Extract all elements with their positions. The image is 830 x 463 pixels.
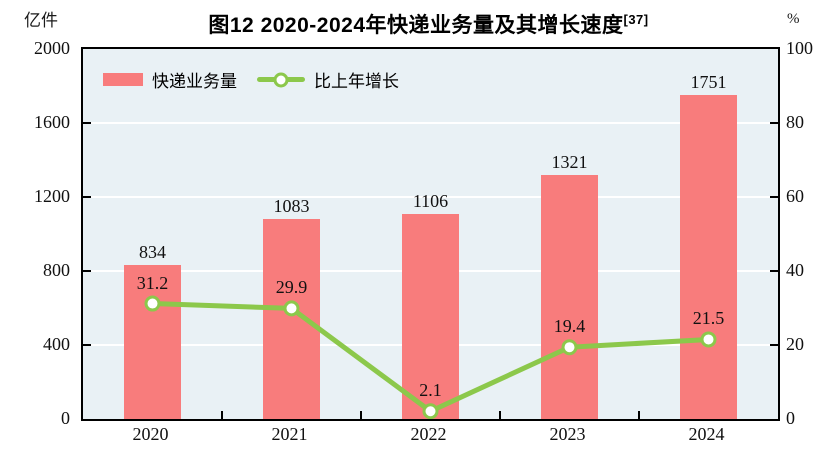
y-axis-right-tick-label: 0	[786, 408, 795, 428]
x-axis-category-label: 2023	[549, 424, 586, 444]
x-axis-category-label: 2021	[271, 424, 308, 444]
y-axis-right-tick-label: 20	[786, 334, 804, 354]
line-value-label: 19.4	[553, 316, 586, 337]
y-axis-left-tick-label: 1200	[34, 186, 70, 206]
legend-line-marker-icon	[273, 72, 289, 87]
x-axis-tick	[499, 411, 501, 419]
bar-value-label: 1321	[551, 151, 588, 172]
bar-value-label: 1106	[412, 191, 449, 212]
chart-title: 图12 2020-2024年快递业务量及其增长速度[37]	[81, 6, 776, 39]
line-value-label: 21.5	[692, 308, 725, 329]
y-axis-right-tick-label: 40	[786, 260, 804, 280]
x-axis-category-label: 2022	[410, 424, 447, 444]
legend-bar-label: 快递业务量	[152, 72, 237, 91]
y-axis-right-tick-label: 60	[786, 186, 804, 206]
left-axis-tick	[83, 196, 91, 198]
x-axis-category-label: 2024	[688, 424, 725, 444]
y-axis-left-tick-label: 800	[43, 260, 70, 280]
x-axis-category-label: 2020	[132, 424, 169, 444]
left-axis-tick	[83, 270, 91, 272]
left-axis-unit-label: 亿件	[24, 11, 58, 30]
legend: 快递业务量 比上年增长	[103, 67, 399, 92]
x-axis-tick	[221, 411, 223, 419]
bar	[263, 218, 320, 419]
x-axis-tick	[638, 411, 640, 419]
line-value-label: 29.9	[275, 277, 308, 298]
right-axis-unit-label: %	[787, 11, 800, 27]
legend-line-swatch	[257, 72, 305, 87]
footnote-ref-superscript: [37]	[623, 12, 649, 27]
y-axis-left-tick-label: 400	[43, 334, 70, 354]
line-value-label: 2.1	[419, 380, 442, 401]
bar-value-label: 1083	[273, 195, 310, 216]
bar-value-label: 834	[139, 241, 166, 262]
left-axis-tick	[83, 122, 91, 124]
y-axis-right-tick-label: 80	[786, 112, 804, 132]
legend-line-label: 比上年增长	[314, 72, 399, 91]
legend-bar-swatch	[103, 73, 143, 86]
right-axis-tick	[770, 270, 778, 272]
gridline	[83, 122, 778, 124]
line-value-label: 31.2	[136, 272, 169, 293]
bar	[541, 174, 598, 419]
right-axis-tick	[770, 196, 778, 198]
x-axis-tick	[360, 411, 362, 419]
right-axis-tick	[770, 344, 778, 346]
plot-area: 834 1083 1106 1321 1751 31.2 29.9 2.1 19.4 21.5 …	[81, 47, 780, 421]
y-axis-left-tick-label: 1600	[34, 112, 70, 132]
chart-title-text: 图12 2020-2024年快递业务量及其增长速度	[208, 14, 624, 37]
gridline	[83, 196, 778, 198]
bar-value-label: 1751	[690, 72, 727, 93]
bar	[680, 95, 737, 419]
y-axis-left-tick-label: 2000	[34, 38, 70, 58]
left-axis-tick	[83, 344, 91, 346]
right-axis-tick	[770, 122, 778, 124]
y-axis-left-tick-label: 0	[61, 408, 70, 428]
y-axis-right-tick-label: 100	[786, 38, 813, 58]
